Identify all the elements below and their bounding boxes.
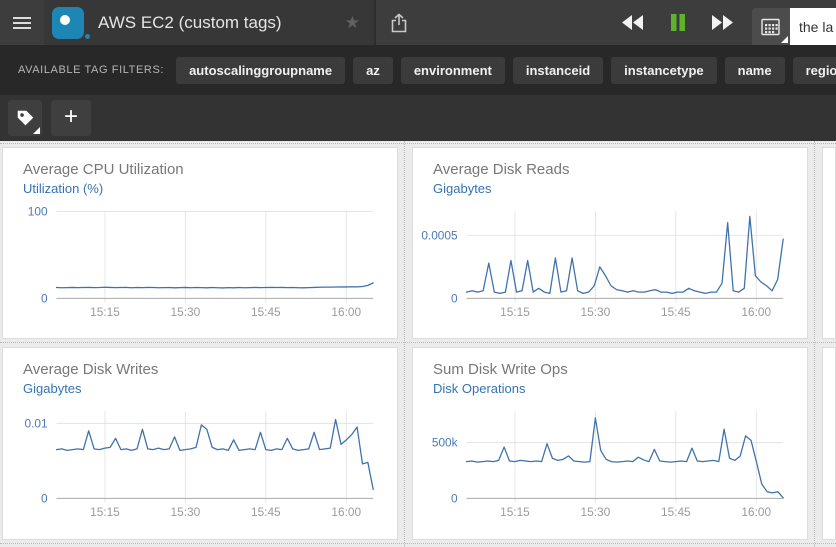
svg-text:500k: 500k: [432, 436, 458, 450]
svg-text:15:30: 15:30: [171, 305, 201, 319]
add-widget-button[interactable]: +: [51, 100, 91, 136]
dashboard-title-panel: AWS EC2 (custom tags) ★: [44, 0, 374, 45]
chart-title: Average Disk Writes: [23, 361, 159, 378]
top-bar: AWS EC2 (custom tags) ★: [0, 0, 836, 45]
grid-dotted-line: [0, 342, 836, 343]
tag-filter-pill[interactable]: region: [792, 56, 836, 84]
time-range-display[interactable]: the la: [790, 8, 836, 45]
dropdown-corner-triangle: [781, 36, 788, 43]
tag-button[interactable]: [8, 100, 42, 136]
tag-filter-list: autoscalinggroupname az environment instanc…: [176, 56, 836, 84]
tag-filter-pill[interactable]: az: [353, 56, 393, 84]
svg-text:16:00: 16:00: [331, 505, 361, 519]
svg-text:15:30: 15:30: [581, 305, 611, 319]
svg-text:0.0005: 0.0005: [421, 228, 458, 242]
chart-subtitle: Utilization (%): [23, 181, 104, 196]
chart-card-disk-write-ops[interactable]: Sum Disk Write Ops Disk Operations 15:15…: [412, 347, 808, 540]
tag-filter-bar: AVAILABLE TAG FILTERS: autoscalinggroupn…: [0, 45, 836, 95]
svg-text:16:00: 16:00: [741, 305, 771, 319]
tag-filter-pill[interactable]: environment: [400, 56, 505, 84]
grid-dotted-line: [0, 543, 836, 544]
divider: [374, 0, 376, 45]
chart-card-disk-writes[interactable]: Average Disk Writes Gigabytes 15:15 15:30…: [2, 347, 398, 540]
dropdown-corner-triangle: [33, 127, 40, 134]
svg-text:15:30: 15:30: [581, 505, 611, 519]
calendar-button[interactable]: [752, 8, 790, 45]
svg-text:15:30: 15:30: [171, 505, 201, 519]
grid-dotted-line: [0, 143, 836, 144]
hamburger-menu-icon[interactable]: [0, 0, 44, 45]
svg-text:15:45: 15:45: [251, 505, 281, 519]
svg-text:0: 0: [41, 491, 48, 505]
tag-filters-label: AVAILABLE TAG FILTERS:: [18, 64, 165, 76]
calendar-icon: [761, 18, 780, 35]
chart-title: Sum Disk Write Ops: [433, 361, 568, 378]
svg-text:15:15: 15:15: [500, 305, 530, 319]
tag-filter-pill[interactable]: autoscalinggroupname: [176, 56, 346, 84]
chart-subtitle: Disk Operations: [433, 381, 526, 396]
svg-text:0: 0: [451, 491, 458, 505]
svg-text:16:00: 16:00: [331, 305, 361, 319]
favorite-star-icon[interactable]: ★: [344, 12, 360, 32]
tag-filter-pill[interactable]: instancetype: [611, 56, 717, 84]
svg-text:15:45: 15:45: [661, 505, 691, 519]
dashboard-grid: Average CPU Utilization Utilization (%) …: [0, 141, 836, 547]
dashboard-toolbar: +: [0, 95, 836, 141]
svg-text:15:45: 15:45: [661, 305, 691, 319]
svg-text:100: 100: [28, 204, 48, 218]
svg-text:16:00: 16:00: [741, 505, 771, 519]
svg-text:15:15: 15:15: [500, 505, 530, 519]
chart-title: Average Disk Reads: [433, 161, 570, 178]
datadog-logo[interactable]: [52, 6, 90, 39]
tag-filter-pill[interactable]: name: [724, 56, 785, 84]
chart-card-disk-reads[interactable]: Average Disk Reads Gigabytes 15:15 15:30 1…: [412, 147, 808, 339]
svg-text:15:15: 15:15: [90, 305, 120, 319]
chart-subtitle: Gigabytes: [23, 381, 82, 396]
dashboard-title: AWS EC2 (custom tags): [98, 12, 282, 32]
time-range-label: the la: [799, 18, 834, 35]
svg-text:0: 0: [451, 291, 458, 305]
svg-text:0.01: 0.01: [25, 416, 48, 430]
svg-text:15:15: 15:15: [90, 505, 120, 519]
chart-card-partial: [822, 347, 836, 540]
svg-text:15:45: 15:45: [251, 305, 281, 319]
chart-subtitle: Gigabytes: [433, 181, 492, 196]
chart-card-partial: [822, 147, 836, 339]
pause-button[interactable]: [670, 14, 686, 31]
fast-forward-button[interactable]: [712, 15, 734, 30]
rewind-button[interactable]: [622, 15, 644, 30]
chart-title: Average CPU Utilization: [23, 161, 184, 178]
svg-text:0: 0: [41, 291, 48, 305]
tag-filter-pill[interactable]: instanceid: [512, 56, 604, 84]
grid-dotted-line: [404, 141, 405, 547]
share-icon[interactable]: [376, 0, 422, 45]
plus-icon: +: [63, 103, 78, 130]
tag-icon: [17, 110, 33, 125]
playback-controls: [622, 14, 734, 31]
chart-card-cpu-utilization[interactable]: Average CPU Utilization Utilization (%) …: [2, 147, 398, 339]
grid-dotted-line: [814, 141, 815, 547]
